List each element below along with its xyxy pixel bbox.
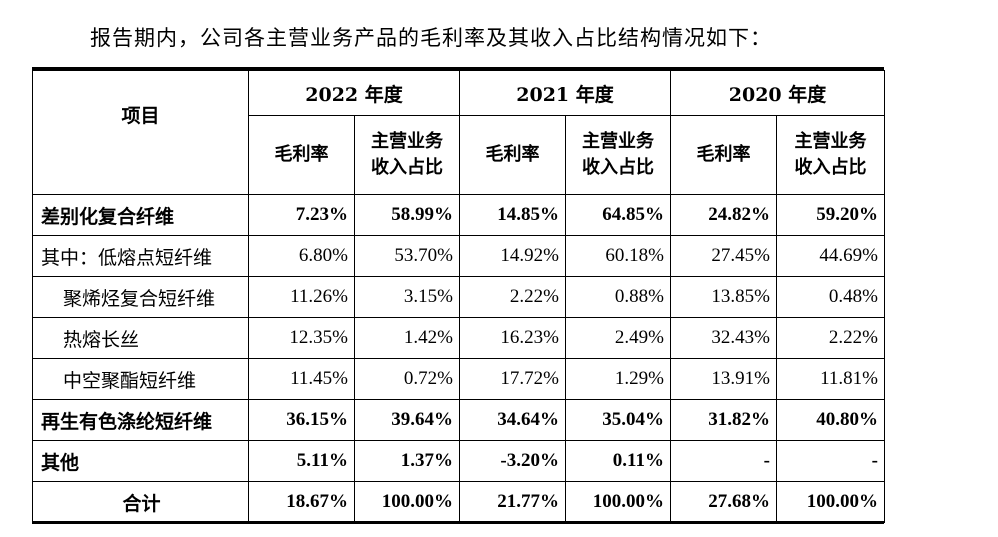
margin-cell: 16.23% [459,317,566,359]
margin-header: 毛利率 [248,115,355,195]
row-label: 合计 [32,481,249,523]
share-cell: 0.11% [565,440,671,482]
margin-cell: 31.82% [670,399,777,441]
year-header-2020: 2020 年度 [670,70,885,116]
share-cell: 3.15% [354,276,460,318]
share-cell: 100.00% [565,481,671,523]
share-cell: 1.29% [565,358,671,400]
margin-cell: 21.77% [459,481,566,523]
row-label: 其中：低熔点短纤维 [32,235,249,277]
row-label: 再生有色涤纶短纤维 [32,399,249,441]
table-row: 差别化复合纤维 7.23% 58.99% 14.85% 64.85% 24.82% 59.2… [32,194,885,236]
share-cell: 100.00% [354,481,460,523]
margin-cell: 13.85% [670,276,777,318]
share-cell: 0.48% [776,276,885,318]
margin-cell: 32.43% [670,317,777,359]
share-cell: 0.88% [565,276,671,318]
margin-cell: 7.23% [248,194,355,236]
share-cell: 64.85% [565,194,671,236]
share-header: 主营业务收入占比 [776,115,885,195]
margin-cell: 12.35% [248,317,355,359]
share-cell: 0.72% [354,358,460,400]
row-label: 差别化复合纤维 [32,194,249,236]
table-row: 聚烯烃复合短纤维 11.26% 3.15% 2.22% 0.88% 13.85% 0.48% [32,276,885,318]
share-cell: 2.22% [776,317,885,359]
year-header-2021: 2021 年度 [459,70,671,116]
margin-cell: 11.26% [248,276,355,318]
share-cell: 1.37% [354,440,460,482]
table-top-rule [32,67,884,70]
margin-header: 毛利率 [459,115,566,195]
share-cell: 59.20% [776,194,885,236]
year-header-2022: 2022 年度 [248,70,460,116]
margin-cell: 5.11% [248,440,355,482]
share-cell: 44.69% [776,235,885,277]
margin-cell: 18.67% [248,481,355,523]
share-cell: 100.00% [776,481,885,523]
table-row: 中空聚酯短纤维 11.45% 0.72% 17.72% 1.29% 13.91% 11.81… [32,358,885,400]
margin-cell: 24.82% [670,194,777,236]
margin-cell: 2.22% [459,276,566,318]
margin-cell: - [670,440,777,482]
share-cell: 1.42% [354,317,460,359]
row-label: 其他 [32,440,249,482]
table-row: 其中：低熔点短纤维 6.80% 53.70% 14.92% 60.18% 27.45% 44… [32,235,885,277]
table-row: 其他 5.11% 1.37% -3.20% 0.11% - - [32,440,885,482]
margin-cell: 27.68% [670,481,777,523]
row-label: 中空聚酯短纤维 [32,358,249,400]
item-header: 项目 [121,105,160,127]
share-header: 主营业务收入占比 [565,115,671,195]
gross-margin-table: 项目 2022 年度 2021 年度 2020 年度 毛利率 主营业务收入占比 … [32,70,885,523]
margin-cell: 17.72% [459,358,566,400]
share-header: 主营业务收入占比 [354,115,460,195]
table-row: 热熔长丝 12.35% 1.42% 16.23% 2.49% 32.43% 2.22% [32,317,885,359]
table-row: 再生有色涤纶短纤维 36.15% 39.64% 34.64% 35.04% 31.82% 4… [32,399,885,441]
margin-cell: 11.45% [248,358,355,400]
margin-cell: 14.92% [459,235,566,277]
share-cell: 2.49% [565,317,671,359]
table-row: 合计 18.67% 100.00% 21.77% 100.00% 27.68% 100.00… [32,481,885,523]
table-body: 差别化复合纤维 7.23% 58.99% 14.85% 64.85% 24.82% 59.2… [32,194,885,523]
margin-cell: -3.20% [459,440,566,482]
row-label: 热熔长丝 [32,317,249,359]
margin-header: 毛利率 [670,115,777,195]
share-cell: 35.04% [565,399,671,441]
margin-cell: 34.64% [459,399,566,441]
row-label: 聚烯烃复合短纤维 [32,276,249,318]
margin-cell: 13.91% [670,358,777,400]
share-cell: 39.64% [354,399,460,441]
share-cell: - [776,440,885,482]
margin-cell: 36.15% [248,399,355,441]
margin-cell: 14.85% [459,194,566,236]
share-cell: 40.80% [776,399,885,441]
share-cell: 60.18% [565,235,671,277]
share-cell: 11.81% [776,358,885,400]
margin-cell: 6.80% [248,235,355,277]
margin-cell: 27.45% [670,235,777,277]
table-bottom-rule [32,521,884,524]
intro-text: 报告期内，公司各主营业务产品的毛利率及其收入占比结构情况如下： [90,26,772,50]
item-header-cell: 项目 [32,70,249,195]
share-cell: 58.99% [354,194,460,236]
share-cell: 53.70% [354,235,460,277]
